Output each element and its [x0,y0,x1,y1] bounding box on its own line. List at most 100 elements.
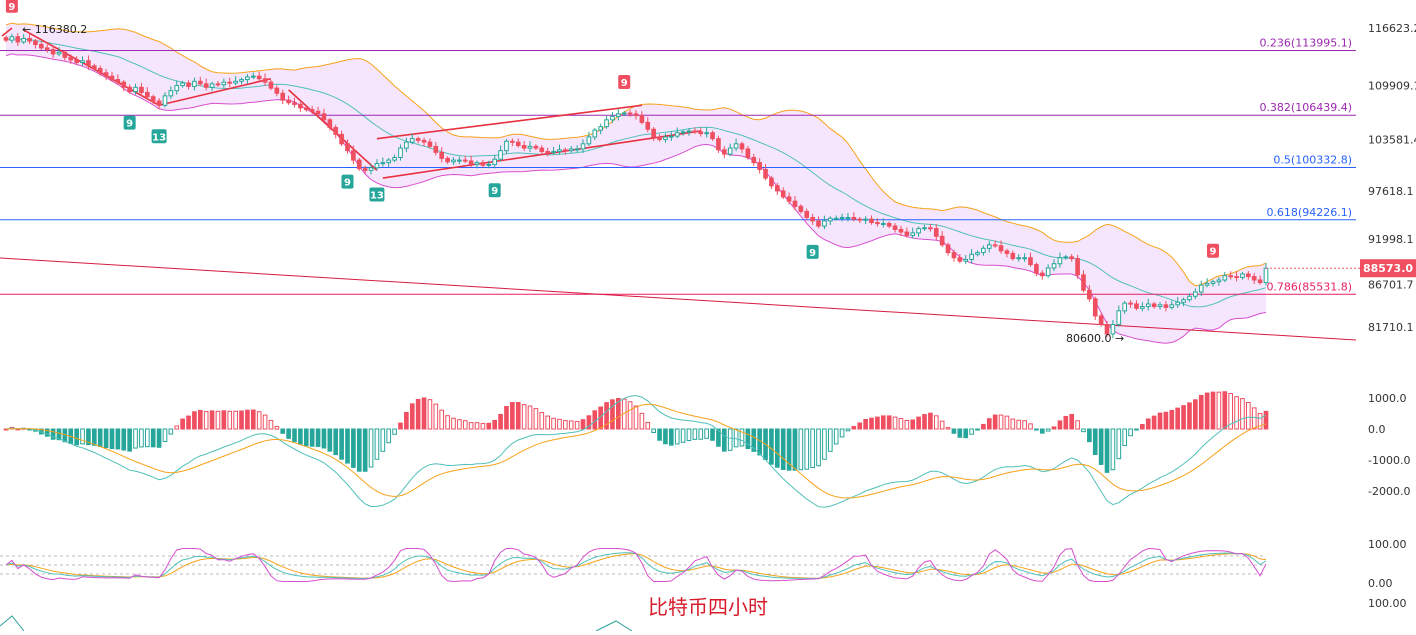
candle-body [268,81,274,89]
candle-body [822,220,827,227]
candle-body [733,143,739,149]
macd-histogram-bar [445,415,450,430]
candle-body [1257,279,1263,284]
candle-body [1110,324,1116,335]
candle-body [333,127,339,135]
candle-body [510,140,515,143]
candle-body [563,149,568,152]
candle-body [162,95,168,106]
candle-body [1045,267,1051,277]
macd-histogram-bar [981,423,986,430]
candle-body [657,136,662,141]
candle-body [763,169,768,179]
candle-body [345,143,350,152]
candle-body [292,102,297,105]
candle-body [427,141,433,147]
candle-body [527,145,533,149]
macd-histogram-bar [1151,415,1157,430]
macd-histogram-bar [1240,398,1245,430]
macd-histogram-bar [327,428,333,452]
macd-histogram-bar [1016,419,1022,430]
candle-body [1057,257,1063,265]
macd-histogram-bar [875,416,880,430]
macd-histogram-bar [139,428,144,448]
macd-histogram-bar [492,419,498,430]
candle-body [115,79,121,83]
candle-body [1210,281,1216,284]
candle-body [592,129,598,138]
macd-histogram-bar [727,428,733,451]
macd-histogram-bar [451,417,456,430]
candle-body [727,147,733,155]
macd-histogram-bar [486,422,492,430]
candle-body [721,149,727,155]
candle-body [951,252,957,259]
candle-body [462,159,468,162]
macd-histogram-bar [951,428,957,434]
macd-histogram-bar [356,428,362,472]
candle-body [992,244,998,247]
candle-body [598,126,603,131]
candle-body [574,148,580,151]
candle-body [545,151,551,154]
candle-body [798,205,804,212]
candle-body [1004,250,1010,254]
macd-histogram-bar [786,428,792,471]
macd-histogram-bar [663,428,668,445]
td-marker [123,115,136,130]
candle-body [810,216,815,222]
macd-histogram-bar [192,411,197,430]
macd-histogram-bar [839,428,845,438]
macd-histogram-bar [409,403,415,430]
macd-histogram-bar [1128,428,1133,437]
price-axis-tick: 97618.1 [1368,185,1414,198]
macd-histogram-bar [298,428,303,445]
macd-histogram-bar [639,412,645,430]
candle-body [33,40,38,45]
macd-histogram-bar [180,418,185,430]
macd-histogram-bar [286,428,291,439]
macd-histogram-bar [1034,428,1039,431]
macd-histogram-bar [616,398,621,430]
candle-body [303,107,309,111]
trend-line [0,257,1357,341]
td-marker [341,174,354,189]
macd-histogram-bar [421,397,427,430]
macd-histogram-bar [80,428,85,445]
macd-histogram-bar [1216,391,1222,430]
macd-histogram-bar [386,428,392,444]
candle-body [969,253,974,260]
candle-body [892,225,898,230]
macd-histogram-bar [3,428,9,431]
candle-body [698,131,704,135]
macd-histogram-bar [998,414,1004,430]
candle-body [704,132,709,135]
macd-histogram-bar [86,428,91,446]
macd-histogram-bar [315,428,321,447]
macd-histogram-bar [239,410,244,430]
macd-histogram-bar [398,422,403,430]
candle-body [374,163,380,169]
candle-body [692,130,698,133]
candle-body [939,235,945,246]
macd-histogram-bar [928,412,933,430]
candle-body [3,37,9,41]
macd-histogram-bar [292,428,297,443]
price-axis-tick: 116623.2 [1368,22,1416,35]
macd-histogram-bar [368,428,374,468]
candle-body [203,83,209,88]
candle-body [68,56,74,61]
macd-histogram-bar [510,402,515,430]
macd-histogram-bar [1175,407,1181,430]
macd-histogram-bar [1092,428,1098,455]
macd-histogram-bar [933,415,939,430]
candle-body [1169,304,1175,308]
macd-histogram-bar [1098,428,1104,465]
macd-histogram-bar [133,428,138,449]
macd-histogram-bar [986,418,992,430]
candle-body [916,228,921,234]
macd-histogram-bar [992,414,998,430]
candle-body [44,47,50,51]
macd-histogram-bar [1145,418,1151,430]
